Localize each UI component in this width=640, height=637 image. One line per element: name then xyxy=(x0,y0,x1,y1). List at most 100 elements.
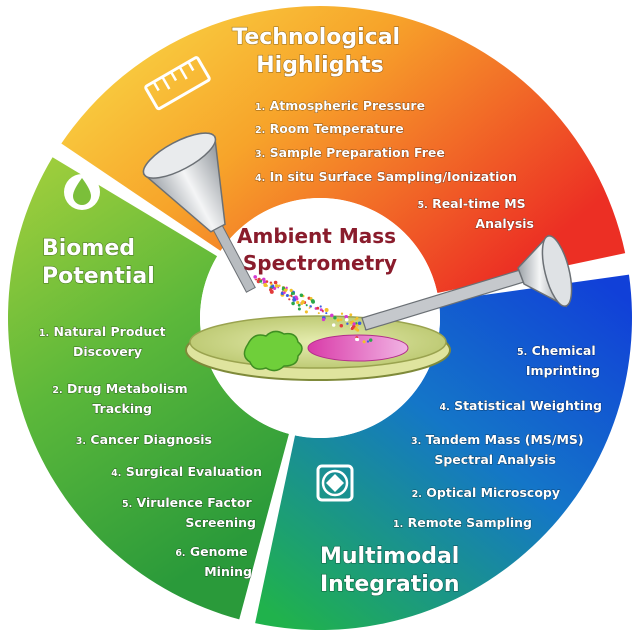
tech-item-2: 2. Room Temperature xyxy=(255,121,404,136)
spray-particle xyxy=(321,317,326,322)
spray-particle xyxy=(346,322,349,325)
multi-item-1: 1. Remote Sampling xyxy=(393,515,532,530)
multimodal-integration-sector xyxy=(255,274,633,630)
spray-particle xyxy=(269,288,273,292)
technological-items: 1. Atmospheric Pressure 2. Room Temperat… xyxy=(255,98,535,232)
spray-particle xyxy=(292,298,297,302)
bio-item-4: 4. Surgical Evaluation xyxy=(111,464,262,479)
spray-particle xyxy=(270,283,273,286)
spray-particle xyxy=(285,293,289,298)
spray-particle xyxy=(297,307,301,311)
spray-particle xyxy=(332,323,336,327)
spray-particle xyxy=(283,291,286,295)
spray-particle xyxy=(263,283,268,287)
spray-particle xyxy=(304,310,308,314)
bio-item-2: 2. Drug Metabolism Tracking xyxy=(52,381,192,416)
technological-highlights-title: Technological Highlights xyxy=(232,25,408,78)
center-title-line-1: Ambient Mass xyxy=(237,224,396,248)
green-sample-blob xyxy=(243,330,303,372)
spray-particle xyxy=(291,301,295,306)
spray-particle xyxy=(310,299,315,303)
spray-particle xyxy=(334,307,337,310)
biomed-potential-title: Biomed Potential xyxy=(42,236,155,289)
spray-particle xyxy=(262,277,266,282)
spray-particle xyxy=(317,312,320,315)
ruler-icon xyxy=(144,56,211,111)
spray-particle xyxy=(273,280,278,285)
spray-particle xyxy=(305,304,308,307)
spray-particle xyxy=(368,338,373,342)
spray-particle xyxy=(336,318,340,322)
spray-particle xyxy=(339,318,343,321)
spray-particle xyxy=(316,306,320,310)
spray-particle xyxy=(302,304,307,309)
spray-particle xyxy=(362,340,366,344)
biomed-items: 1. Natural Product Discovery 2. Drug Met… xyxy=(38,324,262,580)
ms-inlet-funnel-icon xyxy=(361,234,573,331)
multi-item-3: 3. Tandem Mass (MS/MS) Spectral Analysis xyxy=(411,432,588,467)
spray-particle xyxy=(344,314,349,319)
sprayer-emitter-icon xyxy=(142,132,256,293)
spray-particle xyxy=(355,322,358,325)
spray-particle xyxy=(299,293,304,298)
spray-particle xyxy=(355,337,359,342)
multi-item-4: 4. Statistical Weighting xyxy=(439,398,602,413)
spray-particle xyxy=(350,326,354,331)
spray-particle xyxy=(283,289,286,292)
spray-particle xyxy=(301,300,305,304)
bio-item-1: 1. Natural Product Discovery xyxy=(39,324,170,359)
spray-particle xyxy=(306,299,311,304)
spray-particle xyxy=(325,312,328,315)
spray-particle xyxy=(354,327,358,331)
spray-particle xyxy=(282,286,285,289)
tech-item-5: 5. Real-time MS Analysis xyxy=(417,196,534,231)
center-title-line-2: Spectrometry xyxy=(243,251,397,275)
spray-particle xyxy=(289,288,293,292)
spray-particle xyxy=(297,303,301,307)
bio-item-5: 5. Virulence Factor Screening xyxy=(122,495,256,530)
spray-particle xyxy=(265,280,269,283)
multimodal-integration-title: Multimodal Integration xyxy=(320,544,467,597)
spray-particle xyxy=(274,284,279,288)
spray-particle xyxy=(266,282,269,285)
spray-particle xyxy=(339,324,344,328)
spray-particle xyxy=(357,321,362,326)
spray-particle xyxy=(296,300,300,305)
spray-particle xyxy=(309,296,313,300)
ion-spray-particles xyxy=(253,275,373,344)
spray-particle xyxy=(288,298,291,301)
spray-particle xyxy=(253,275,258,279)
multi-item-2: 2. Optical Microscopy xyxy=(412,485,560,500)
spray-particle xyxy=(278,284,281,287)
spray-particle xyxy=(349,321,353,325)
tech-item-4: 4. In situ Surface Sampling/Ionization xyxy=(255,169,517,184)
spray-particle xyxy=(316,302,320,305)
center-title: Ambient Mass Spectrometry xyxy=(237,224,403,275)
multimodal-items: 5. Chemical Imprinting 4. Statistical We… xyxy=(393,343,603,531)
spray-particle xyxy=(354,318,357,321)
spray-particle xyxy=(366,340,370,343)
spray-particle xyxy=(330,313,334,318)
spray-particle xyxy=(290,291,295,296)
spray-particle xyxy=(321,309,324,312)
tech-item-3: 3. Sample Preparation Free xyxy=(255,145,445,160)
spray-particle xyxy=(292,296,295,299)
pink-sample xyxy=(307,334,409,362)
multi-item-5: 5. Chemical Imprinting xyxy=(517,343,600,378)
spray-particle xyxy=(289,294,291,297)
bio-item-6: 6. Genome Mining xyxy=(175,544,252,579)
spray-particle xyxy=(257,277,261,281)
spray-particle xyxy=(340,312,344,315)
droplet-icon xyxy=(64,174,100,210)
spray-particle xyxy=(319,305,322,308)
tech-item-1: 1. Atmospheric Pressure xyxy=(255,98,425,113)
microscopy-frame-icon xyxy=(316,464,354,502)
spray-particle xyxy=(266,286,270,291)
spray-particle xyxy=(333,316,337,320)
spray-particle xyxy=(349,313,353,317)
bio-item-3: 3. Cancer Diagnosis xyxy=(76,432,212,447)
spray-particle xyxy=(324,308,329,312)
spray-particle xyxy=(352,322,356,326)
